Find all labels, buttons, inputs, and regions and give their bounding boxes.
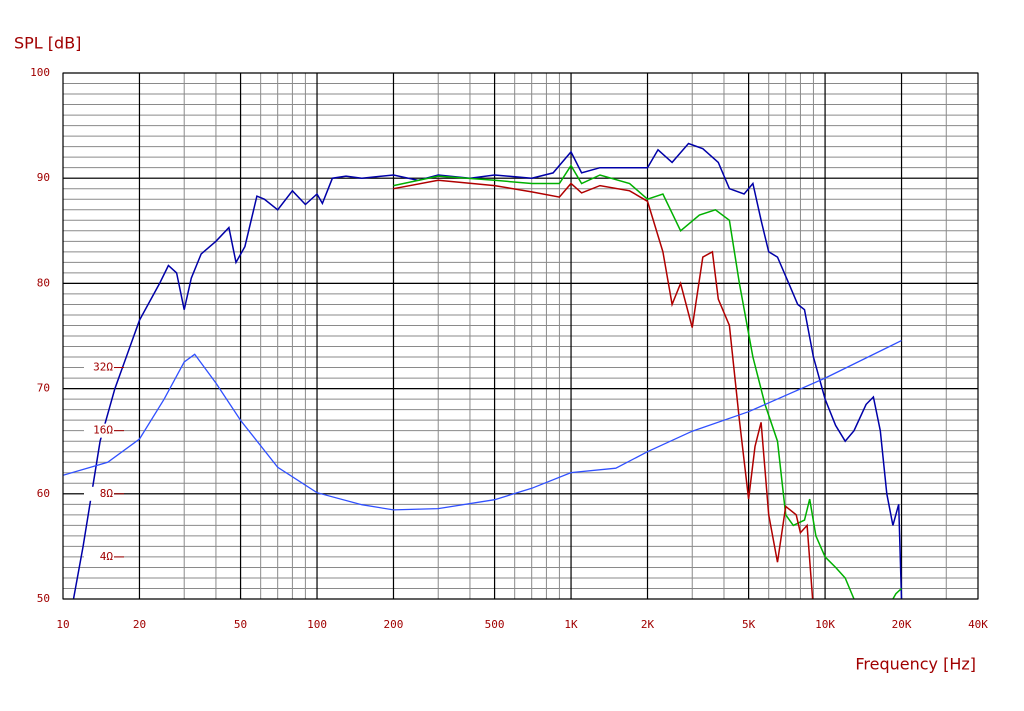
- x-tick-label: 20K: [892, 618, 912, 631]
- x-tick-label: 10K: [815, 618, 835, 631]
- plot-frame: [62, 72, 979, 600]
- x-tick-label: 5K: [742, 618, 756, 631]
- series-line: [72, 142, 903, 599]
- y2-tick-bg: [84, 360, 114, 375]
- y-tick-label: 70: [37, 382, 50, 395]
- y-tick-label: 90: [37, 171, 50, 184]
- series-line: [393, 179, 814, 599]
- y-axis-label: SPL [dB]: [14, 34, 81, 53]
- x-tick-label: 50: [234, 618, 247, 631]
- x-tick-label: 100: [307, 618, 327, 631]
- plot-lines: [63, 142, 903, 599]
- x-tick-label: 2K: [641, 618, 655, 631]
- x-axis-label: Frequency [Hz]: [855, 655, 976, 674]
- y-tick-label: 60: [37, 487, 50, 500]
- series-line: [63, 340, 902, 511]
- y-tick-label: 100: [30, 66, 50, 79]
- series-line: [393, 164, 903, 599]
- x-tick-label: 10: [56, 618, 69, 631]
- x-tick-label: 200: [384, 618, 404, 631]
- x-tick-label: 40K: [968, 618, 988, 631]
- y-tick-label: 50: [37, 592, 50, 605]
- y2-tick-label: 16Ω: [93, 424, 113, 437]
- x-tick-label: 20: [133, 618, 146, 631]
- y2-tick-bg: [84, 549, 114, 564]
- y2-tick-bg: [84, 423, 114, 438]
- x-tick-label: 500: [485, 618, 505, 631]
- y2-tick-label: 4Ω: [100, 550, 114, 563]
- y-tick-label: 80: [37, 276, 50, 289]
- y2-tick-label: 32Ω: [93, 361, 113, 374]
- x-tick-label: 1K: [564, 618, 578, 631]
- y2-tick-label: 8Ω: [100, 487, 114, 500]
- y2-tick-bg: [84, 486, 114, 501]
